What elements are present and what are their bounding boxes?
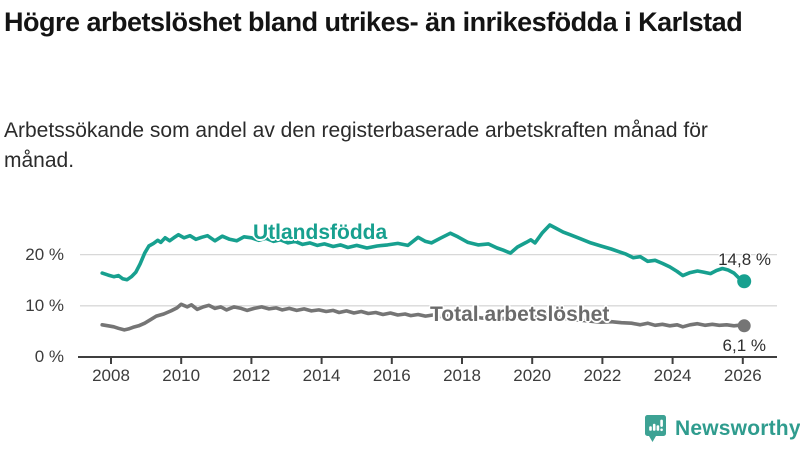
y-axis-tick-label: 10 % xyxy=(25,295,64,315)
x-axis-tick-label: 2016 xyxy=(372,366,411,385)
x-axis-tick-label: 2018 xyxy=(443,366,481,385)
series-label-utlandsfodda: Utlandsfödda xyxy=(253,221,388,244)
utlandsfodda-line-end-dot xyxy=(737,274,752,289)
newsworthy-logo: Newsworthy xyxy=(645,415,800,443)
y-axis-tick-label: 0 % xyxy=(34,347,64,366)
x-axis-tick-label: 2024 xyxy=(653,366,692,385)
brand-name: Newsworthy xyxy=(675,417,800,440)
series-label-total-arbetsloshet: Total arbetslöshet xyxy=(430,303,610,326)
y-axis-tick-label: 20 % xyxy=(25,244,64,264)
x-axis-tick-label: 2026 xyxy=(723,366,762,385)
end-value-label-utlandsfodda: 14,8 % xyxy=(718,250,771,269)
total-arbetsloshet-line xyxy=(100,302,747,332)
x-axis-tick-label: 2014 xyxy=(302,366,341,385)
total-arbetsloshet-line-end-dot xyxy=(737,319,751,333)
x-axis-tick-label: 2012 xyxy=(232,366,271,385)
x-axis-tick-label: 2020 xyxy=(513,366,552,385)
page-title: Högre arbetslöshet bland utrikes- än inr… xyxy=(4,7,743,37)
end-value-label-total: 6,1 % xyxy=(722,336,766,355)
x-axis-tick-label: 2010 xyxy=(162,366,201,385)
page-subtitle: Arbetssökande som andel av den registerb… xyxy=(4,119,708,172)
x-axis-tick-label: 2008 xyxy=(92,366,130,385)
x-axis-tick-label: 2022 xyxy=(583,366,622,385)
utlandsfodda-line xyxy=(100,223,747,284)
bar-chart-speech-bubble-icon xyxy=(645,415,666,442)
